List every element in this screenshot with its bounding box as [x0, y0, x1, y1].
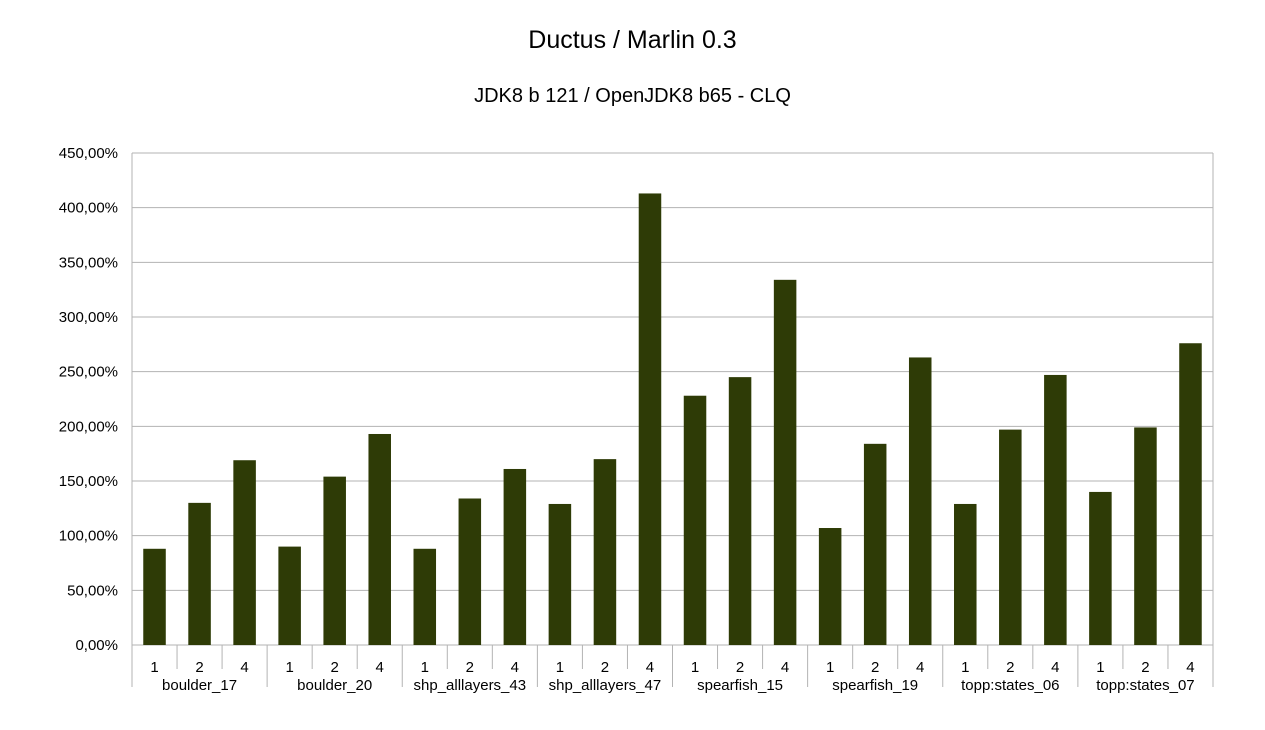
x-sub-category-label: 1	[150, 659, 158, 676]
x-sub-category-label: 4	[240, 659, 248, 676]
y-tick-label: 200,00%	[59, 418, 118, 435]
bar	[1134, 427, 1157, 645]
bar	[458, 498, 482, 645]
x-sub-category-label: 2	[601, 659, 609, 676]
y-tick-label: 50,00%	[67, 582, 118, 599]
x-sub-category-label: 2	[871, 659, 879, 676]
x-group-label: spearfish_15	[697, 677, 783, 694]
y-tick-label: 400,00%	[59, 200, 118, 217]
x-sub-category-label: 4	[511, 659, 519, 676]
x-sub-category-label: 2	[195, 659, 203, 676]
y-tick-label: 450,00%	[59, 145, 118, 162]
x-sub-category-label: 4	[1051, 659, 1059, 676]
x-sub-category-label: 4	[916, 659, 924, 676]
chart-title: Ductus / Marlin 0.3	[528, 26, 737, 54]
bar	[368, 433, 391, 645]
x-sub-category-label: 4	[781, 659, 789, 676]
bar	[1089, 491, 1112, 645]
x-sub-category-label: 1	[961, 659, 969, 676]
bar	[728, 377, 752, 645]
x-group-label: shp_alllayers_43	[414, 677, 527, 694]
x-group-label: topp:states_06	[961, 677, 1059, 694]
y-tick-label: 300,00%	[59, 309, 118, 326]
bar	[188, 502, 211, 645]
y-tick-label: 150,00%	[59, 473, 118, 490]
x-group-label: shp_alllayers_47	[549, 677, 662, 694]
bar	[593, 459, 617, 645]
x-group-label: boulder_17	[162, 677, 237, 694]
bar	[954, 503, 977, 645]
bar	[638, 193, 662, 645]
x-sub-category-label: 2	[331, 659, 339, 676]
bar	[818, 528, 842, 645]
y-tick-label: 350,00%	[59, 254, 118, 271]
x-group-label: topp:states_07	[1096, 677, 1194, 694]
bar	[999, 429, 1022, 645]
x-sub-category-label: 1	[1096, 659, 1104, 676]
bar	[1179, 343, 1202, 645]
bar	[863, 443, 887, 645]
x-sub-category-label: 4	[646, 659, 654, 676]
bar	[233, 460, 256, 645]
bar	[773, 279, 797, 645]
x-sub-category-label: 1	[826, 659, 834, 676]
chart-subtitle: JDK8 b 121 / OpenJDK8 b65 - CLQ	[474, 85, 791, 107]
y-tick-label: 100,00%	[59, 528, 118, 545]
x-sub-category-label: 1	[556, 659, 564, 676]
bar	[683, 395, 707, 645]
bar	[503, 468, 527, 645]
y-tick-label: 250,00%	[59, 364, 118, 381]
x-sub-category-label: 1	[285, 659, 293, 676]
x-sub-category-label: 1	[691, 659, 699, 676]
x-sub-category-label: 4	[1186, 659, 1194, 676]
x-sub-category-label: 1	[421, 659, 429, 676]
x-sub-category-label: 2	[466, 659, 474, 676]
x-group-label: boulder_20	[297, 677, 372, 694]
x-sub-category-label: 4	[376, 659, 384, 676]
y-tick-label: 0,00%	[75, 637, 118, 654]
bar	[1044, 374, 1067, 645]
x-sub-category-label: 2	[1141, 659, 1149, 676]
x-sub-category-label: 2	[736, 659, 744, 676]
bar	[548, 503, 572, 645]
x-group-label: spearfish_19	[832, 677, 918, 694]
bar	[413, 548, 437, 645]
x-sub-category-label: 2	[1006, 659, 1014, 676]
bar	[323, 476, 346, 645]
bar	[143, 548, 166, 645]
bar	[908, 357, 932, 645]
bar	[278, 546, 301, 645]
